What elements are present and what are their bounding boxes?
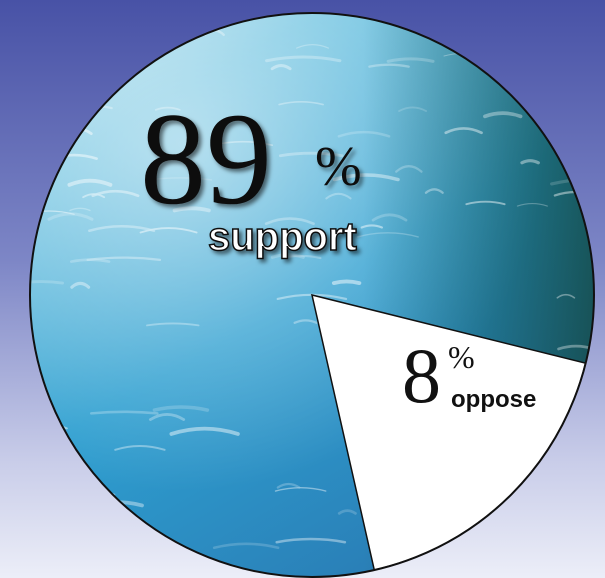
ripple-stroke: [386, 57, 435, 63]
ripple-stroke: [424, 188, 444, 194]
ripple-stroke: [556, 293, 576, 299]
support-label: 89 % support: [140, 85, 362, 260]
ripple-stroke: [30, 438, 72, 447]
ripple-stroke: [356, 232, 419, 238]
ripple-stroke: [270, 64, 292, 71]
ripple-stroke: [270, 253, 305, 259]
ripple-stroke: [91, 189, 140, 198]
ripple-stroke: [30, 280, 65, 285]
ripple-stroke: [337, 130, 391, 138]
ripple-stroke: [172, 206, 211, 213]
oppose-text: oppose: [451, 386, 536, 413]
ripple-stroke: [30, 210, 75, 215]
ripple-stroke: [63, 513, 96, 522]
oppose-label: 8 % oppose: [402, 332, 536, 419]
ripple-stroke: [278, 151, 344, 158]
ripple-stroke: [331, 279, 362, 286]
ripple-stroke: [64, 24, 115, 34]
ripple-stroke: [296, 44, 330, 49]
ripple-stroke: [69, 258, 111, 263]
ripple-stroke: [169, 426, 240, 436]
ripple-stroke: [560, 498, 593, 504]
ripple-stroke: [30, 112, 64, 120]
ripple-stroke: [293, 319, 318, 324]
ripple-stroke: [264, 217, 315, 225]
ripple-stroke: [514, 524, 557, 534]
ripple-stroke: [398, 106, 428, 112]
ripple-stroke: [371, 213, 408, 222]
ripple-stroke: [520, 159, 540, 165]
ripple-stroke: [523, 73, 565, 78]
ripple-stroke: [85, 500, 144, 508]
ripple-stroke: [66, 127, 93, 136]
ripple-stroke: [395, 165, 423, 173]
ripple-stroke: [86, 256, 162, 262]
ripple-stroke: [148, 413, 186, 421]
ripple-stroke: [325, 192, 352, 200]
support-value: 89: [140, 85, 272, 232]
ripple-stroke: [281, 254, 322, 260]
ripple-stroke: [152, 405, 210, 412]
pie-outline: [29, 12, 595, 578]
ripple-stroke: [65, 53, 94, 58]
ripple-stroke: [276, 482, 301, 489]
ripple-stroke: [278, 100, 324, 106]
ripple-stroke: [111, 14, 181, 24]
ripple-stroke: [30, 545, 76, 550]
ripple-stroke: [63, 490, 116, 496]
support-unit: %: [315, 136, 362, 198]
ripple-stroke: [550, 16, 588, 23]
ripple-stroke: [67, 178, 113, 187]
ripple-stroke: [212, 542, 280, 550]
ripple-stroke: [93, 20, 157, 29]
ripple-stroke: [274, 486, 327, 492]
ripple-stroke: [70, 281, 91, 289]
ripple-stroke: [69, 207, 91, 212]
ripple-stroke: [114, 444, 166, 451]
ripple-stroke: [337, 509, 357, 515]
ripple-stroke: [212, 140, 274, 146]
ripple-stroke: [360, 224, 383, 229]
ripple-stroke: [368, 63, 410, 68]
ripple-stroke: [332, 173, 400, 182]
support-text: support: [208, 215, 357, 259]
ripple-stroke: [559, 447, 594, 453]
ripple-stroke: [148, 177, 213, 181]
ripple-stroke: [265, 55, 342, 63]
ripple-stroke: [89, 410, 159, 415]
ripple-stroke: [139, 227, 198, 234]
ripple-stroke: [275, 537, 347, 544]
oppose-unit: %: [448, 339, 475, 375]
ripple-stroke: [516, 202, 548, 207]
ripple-stroke: [154, 106, 181, 111]
ripple-stroke: [82, 193, 106, 199]
ripple-stroke: [88, 225, 156, 233]
ripple-stroke: [444, 127, 483, 135]
ripple-stroke: [146, 322, 200, 327]
ripple-stroke: [465, 200, 506, 206]
ripple-stroke: [47, 212, 94, 221]
ripple-stroke: [483, 111, 523, 119]
oppose-value: 8: [402, 332, 441, 419]
ripple-stroke: [66, 104, 113, 110]
